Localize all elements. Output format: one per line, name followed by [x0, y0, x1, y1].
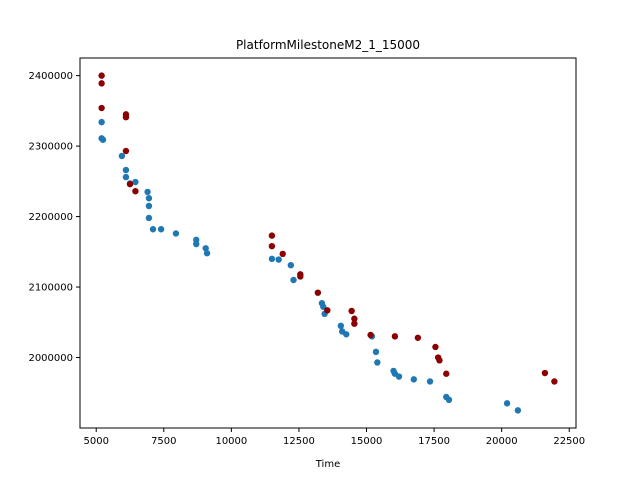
- blue-data-point: [410, 376, 418, 383]
- blue-data-point: [118, 152, 126, 160]
- red-data-point: [297, 273, 304, 280]
- blue-data-point: [287, 262, 295, 269]
- blue-data-point: [374, 359, 381, 366]
- x-tick-label: 10000: [215, 436, 247, 447]
- blue-data-point: [514, 407, 522, 414]
- red-data-point: [268, 232, 276, 239]
- blue-data-point: [343, 331, 350, 338]
- x-axis-label: Time: [315, 459, 340, 470]
- red-data-point: [551, 378, 558, 385]
- red-data-point: [122, 147, 130, 155]
- red-data-point: [98, 104, 105, 112]
- blue-data-point: [337, 322, 345, 330]
- blue-data-point: [445, 396, 453, 404]
- blue-data-point: [122, 166, 130, 174]
- y-tick-label: 2100000: [28, 283, 73, 294]
- blue-data-point: [268, 255, 276, 263]
- axis-ticks: 5000 7500 10000 12500 15000 17500 20000 22500 20…: [28, 71, 585, 447]
- red-data-point: [98, 72, 105, 79]
- plot-background: [80, 58, 576, 428]
- y-tick-label: 2000000: [28, 353, 73, 364]
- red-data-point: [132, 188, 139, 195]
- x-tick-label: 12500: [283, 436, 315, 447]
- blue-data-point: [290, 276, 297, 284]
- red-data-point: [351, 320, 358, 327]
- blue-data-point: [503, 400, 511, 407]
- blue-data-point: [145, 214, 153, 222]
- x-tick-label: 5000: [83, 436, 108, 447]
- blue-data-point: [193, 240, 200, 248]
- y-tick-label: 2200000: [28, 212, 73, 223]
- x-tick-label: 15000: [351, 436, 383, 447]
- blue-data-point: [395, 373, 403, 380]
- y-tick-label: 2300000: [28, 142, 73, 153]
- blue-data-point: [144, 188, 151, 196]
- blue-data-point: [372, 348, 380, 356]
- red-data-point: [268, 242, 276, 250]
- x-tick-label: 7500: [151, 436, 176, 447]
- blue-data-point: [132, 178, 139, 186]
- blue-data-point: [145, 202, 153, 210]
- red-data-point: [541, 369, 549, 377]
- blue-data-point: [99, 136, 107, 143]
- red-data-point: [367, 331, 374, 339]
- blue-data-point: [157, 226, 165, 233]
- blue-data-point: [202, 245, 209, 252]
- red-data-point: [436, 357, 443, 364]
- red-data-point: [443, 370, 450, 377]
- y-tick-label: 2400000: [28, 71, 73, 82]
- red-data-point: [279, 250, 286, 258]
- red-data-point: [98, 80, 105, 87]
- blue-data-point: [172, 230, 180, 237]
- blue-data-point: [275, 256, 282, 263]
- red-data-point: [414, 334, 422, 341]
- x-tick-label: 20000: [486, 436, 518, 447]
- red-data-point: [122, 114, 130, 121]
- red-data-point: [324, 307, 331, 314]
- blue-data-point: [426, 378, 434, 385]
- red-data-point: [351, 315, 358, 322]
- red-data-point: [432, 343, 439, 351]
- red-data-point: [126, 180, 134, 188]
- data-points: [98, 72, 558, 414]
- blue-data-point: [203, 250, 211, 257]
- plot-frame: [79, 57, 577, 429]
- x-tick-label: 17500: [418, 436, 450, 447]
- blue-data-point: [149, 226, 157, 233]
- blue-data-point: [98, 118, 105, 126]
- red-data-point: [348, 307, 355, 315]
- blue-data-point: [122, 173, 130, 181]
- blue-data-point: [145, 195, 153, 202]
- chart-title: PlatformMilestoneM2_1_15000: [236, 38, 420, 52]
- red-data-point: [391, 333, 399, 340]
- red-data-point: [314, 289, 322, 296]
- x-tick-label: 22500: [553, 436, 585, 447]
